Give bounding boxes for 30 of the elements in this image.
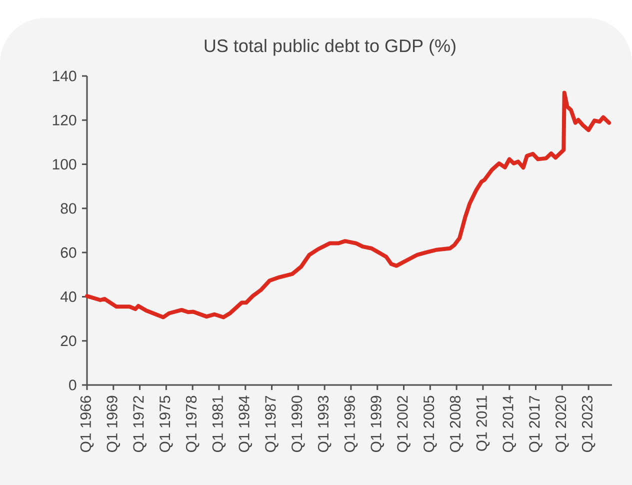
- x-tick-label: Q1 2002: [397, 396, 410, 452]
- y-tick-label: 0: [69, 380, 76, 390]
- x-tick-label: Q1 1969: [106, 396, 120, 452]
- x-tick-label: Q1 1984: [238, 396, 252, 452]
- y-tick-label: 60: [60, 247, 76, 258]
- y-tick-label: 100: [52, 158, 76, 170]
- y-tick-label: 80: [60, 203, 76, 214]
- x-tick-label: Q1 2017: [529, 396, 542, 452]
- y-tick-label: 120: [52, 114, 76, 126]
- x-tick-label: Q1 1999: [370, 396, 384, 452]
- x-tick-label: Q1 1975: [160, 396, 173, 452]
- x-tick-label: Q1 1981: [212, 396, 226, 452]
- x-tick-label: Q1 2023: [582, 396, 596, 452]
- y-tick-label: 140: [52, 70, 76, 82]
- x-tick-label: Q1 2014: [502, 396, 516, 452]
- x-tick-label: Q1 2005: [424, 396, 437, 452]
- x-tick-label: Q1 2011: [476, 396, 490, 451]
- line-series: [85, 90, 612, 320]
- x-tick-label: Q1 1993: [318, 396, 332, 452]
- x-tick-label: Q1 1978: [186, 396, 200, 452]
- x-tick-label: Q1 1987: [265, 396, 278, 452]
- x-tick-label: Q1 1966: [80, 396, 94, 452]
- y-tick-label: 20: [60, 336, 76, 346]
- chart-title: US total public debt to GDP (%): [204, 38, 456, 56]
- y-tick-label: 40: [60, 291, 76, 302]
- x-tick-label: Q1 1972: [133, 396, 146, 452]
- x-tick-label: Q1 2020: [556, 396, 569, 452]
- x-tick-label: Q1 1996: [344, 396, 358, 452]
- x-tick-label: Q1 2008: [450, 396, 464, 452]
- x-tick-label: Q1 1990: [292, 396, 305, 452]
